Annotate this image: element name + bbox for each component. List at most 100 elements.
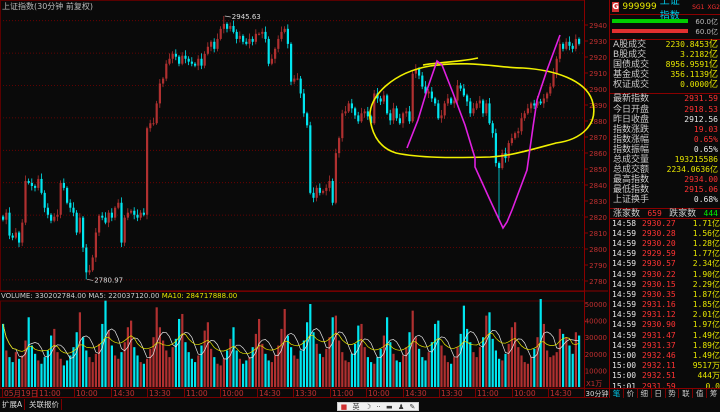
candle-body bbox=[126, 212, 129, 218]
panel-tab[interactable]: 筹 bbox=[707, 389, 720, 398]
volume-bar bbox=[402, 355, 405, 387]
candle-body bbox=[94, 232, 97, 258]
candle-body bbox=[491, 123, 494, 134]
panel-tab[interactable]: 值 bbox=[693, 389, 708, 398]
candle-body bbox=[389, 113, 392, 121]
tick-price: 2931.12 bbox=[642, 310, 676, 320]
volume-bar bbox=[450, 363, 453, 387]
candle-body bbox=[8, 212, 11, 236]
candle-body bbox=[498, 163, 501, 169]
volume-bar bbox=[187, 352, 190, 387]
panel-tab[interactable]: 细 bbox=[638, 389, 652, 398]
candle-body bbox=[98, 215, 101, 233]
panel-tab[interactable]: 势 bbox=[666, 389, 680, 398]
panel-tab[interactable]: 笔 bbox=[610, 389, 624, 398]
volume-bar bbox=[405, 347, 408, 387]
time-label: 10:00 bbox=[74, 389, 98, 399]
sg1-tag[interactable]: SG1 bbox=[692, 3, 705, 11]
candle-body bbox=[85, 247, 88, 273]
candle-body bbox=[248, 38, 251, 44]
g-badge-icon[interactable]: G bbox=[612, 2, 620, 12]
candle-body bbox=[242, 35, 245, 42]
volume-unit-label: X1万 bbox=[586, 380, 602, 388]
candle-body bbox=[459, 85, 462, 89]
turnover-value: 2230.8453 bbox=[665, 40, 709, 49]
volume-bar bbox=[344, 360, 347, 387]
candle-body bbox=[398, 118, 401, 124]
volume-bar bbox=[101, 323, 104, 387]
volume-bar bbox=[110, 345, 113, 387]
tick-row: 14:59 2930.35 1.87亿 bbox=[610, 290, 720, 300]
tick-volume: 1.77亿 bbox=[692, 249, 720, 259]
user-icon[interactable]: ♟ bbox=[397, 402, 405, 411]
volume-bar bbox=[347, 362, 350, 387]
panel-tab[interactable]: 价 bbox=[624, 389, 638, 398]
candle-body bbox=[370, 116, 373, 124]
chinese-icon[interactable]: ■ bbox=[340, 402, 348, 411]
stat-label: 总成交量 bbox=[613, 155, 650, 166]
candle-body bbox=[533, 103, 536, 106]
volume-bar bbox=[411, 310, 414, 387]
volume-bar bbox=[171, 347, 174, 387]
tick-price: 2932.46 bbox=[642, 351, 676, 361]
ma5-line bbox=[2, 323, 580, 360]
candle-body bbox=[229, 25, 232, 29]
candle-body bbox=[267, 38, 270, 64]
volume-bar bbox=[306, 322, 309, 387]
volume-bar bbox=[510, 327, 513, 387]
kline-chart[interactable]: 2940 2930 2920 2910 2900 2890 2880 2870 2860 2850… bbox=[0, 0, 610, 398]
candle-body bbox=[302, 93, 305, 114]
price-axis-label: 2860 bbox=[589, 150, 607, 158]
moon-icon[interactable]: ☽ bbox=[364, 402, 372, 411]
turnover-amount: 356.1139亿 bbox=[670, 70, 718, 80]
ma10-line bbox=[2, 323, 580, 355]
time-label: 11:00 bbox=[184, 389, 208, 399]
tick-list[interactable]: 14:58 2930.27 1.71亿 14:59 2930.28 1.56亿 14:59 2… bbox=[610, 217, 720, 392]
volume-bar bbox=[21, 355, 24, 387]
volume-bar bbox=[514, 322, 517, 387]
tab-related-quotes[interactable]: 关联报价 bbox=[27, 399, 62, 410]
stat-row: 最低指数 2915.06 bbox=[610, 185, 720, 195]
index-code: 999999 bbox=[622, 2, 657, 12]
candle-body bbox=[514, 133, 517, 139]
candle-body bbox=[395, 108, 398, 119]
stat-label: 最高指数 bbox=[613, 175, 650, 186]
candle-body bbox=[536, 101, 539, 106]
candle-body bbox=[344, 111, 347, 114]
volume-bar bbox=[120, 352, 123, 387]
stat-row: 最新指数 2931.59 bbox=[610, 94, 720, 104]
candle-body bbox=[200, 58, 203, 66]
candle-body bbox=[235, 31, 238, 39]
candle-body bbox=[75, 212, 78, 233]
volume-bar bbox=[107, 330, 110, 387]
volume-bars-layer bbox=[2, 299, 581, 387]
candle-body bbox=[168, 58, 171, 64]
candle-body bbox=[331, 181, 334, 203]
tick-time: 14:59 bbox=[612, 310, 637, 320]
ma5-value: MA5: 220037120.00 bbox=[88, 292, 160, 300]
volume-bar bbox=[565, 337, 568, 387]
tick-row: 14:59 2931.47 1.49亿 bbox=[610, 331, 720, 341]
tick-price: 2929.59 bbox=[642, 249, 676, 259]
panel-tab[interactable]: 联 bbox=[679, 389, 694, 398]
wrench-icon[interactable]: ✎ bbox=[409, 402, 416, 411]
tick-row: 14:59 2930.57 2.34亿 bbox=[610, 259, 720, 269]
keyboard-icon[interactable]: ▬ bbox=[386, 402, 393, 411]
stat-label: 指数涨幅 bbox=[613, 134, 650, 145]
tick-time: 14:59 bbox=[612, 320, 637, 330]
candle-body bbox=[136, 214, 139, 218]
dots-icon[interactable]: ·· bbox=[376, 402, 381, 411]
volume-bar bbox=[165, 350, 168, 387]
ime-mode[interactable]: 英 bbox=[352, 402, 360, 411]
panel-tab[interactable]: 日 bbox=[652, 389, 666, 398]
stat-value: 2915.06 bbox=[684, 185, 718, 195]
xg2-tag[interactable]: XG2 bbox=[707, 3, 720, 11]
volume-bar bbox=[40, 363, 43, 387]
volume-header: VOLUME: 330202784.00 MA5: 220037120.00 M… bbox=[1, 292, 237, 300]
tick-row: 14:58 2930.27 1.71亿 bbox=[610, 219, 720, 229]
volume-bar bbox=[197, 355, 200, 387]
volume-bar bbox=[293, 355, 296, 387]
volume-bar bbox=[149, 348, 152, 387]
tab-extend-a[interactable]: 扩展A bbox=[0, 399, 26, 410]
volume-bar bbox=[485, 315, 488, 387]
